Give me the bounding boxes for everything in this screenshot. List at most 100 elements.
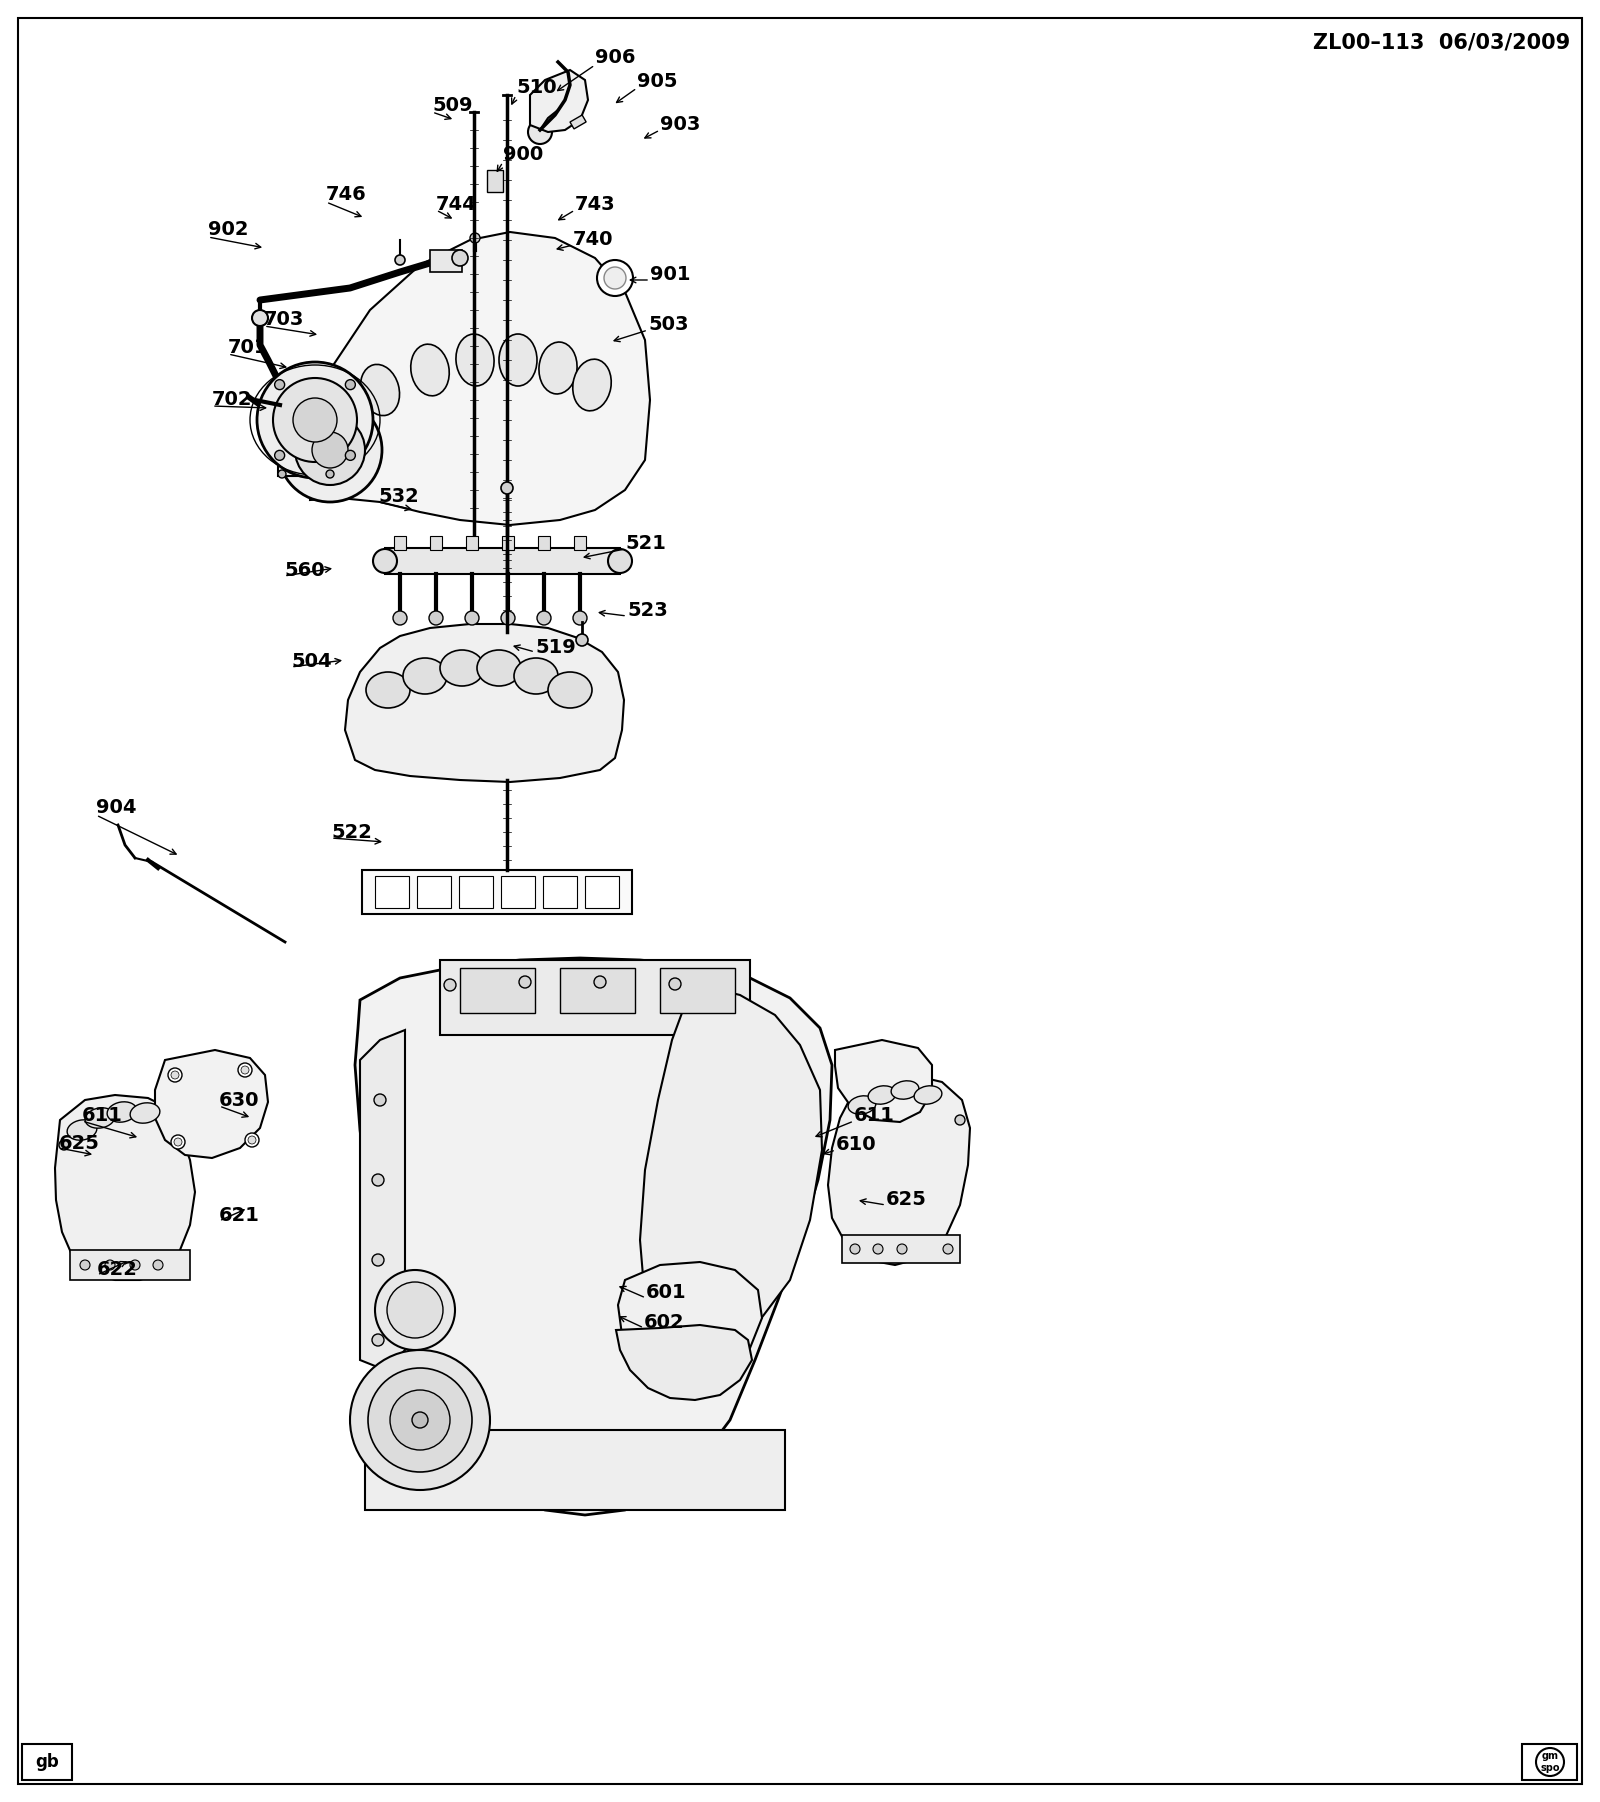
Text: 610: 610 [835, 1135, 877, 1153]
Circle shape [466, 611, 478, 625]
Ellipse shape [456, 333, 494, 386]
Bar [374, 876, 410, 908]
Bar [661, 968, 734, 1013]
Circle shape [528, 121, 552, 144]
Circle shape [955, 1115, 965, 1124]
Circle shape [1536, 1748, 1565, 1777]
Circle shape [942, 1243, 954, 1254]
Circle shape [669, 978, 682, 989]
Text: 703: 703 [264, 310, 304, 330]
Text: gb: gb [35, 1753, 59, 1771]
Polygon shape [54, 1096, 195, 1279]
Circle shape [371, 1333, 384, 1346]
Circle shape [154, 1260, 163, 1270]
Polygon shape [346, 623, 624, 782]
Circle shape [390, 1389, 450, 1451]
Circle shape [605, 267, 626, 288]
Polygon shape [616, 1324, 752, 1400]
Circle shape [394, 611, 406, 625]
Text: 630: 630 [219, 1090, 259, 1110]
Circle shape [898, 1243, 907, 1254]
Text: 740: 740 [573, 231, 613, 249]
Bar [486, 169, 502, 193]
Text: 522: 522 [331, 824, 371, 842]
Circle shape [555, 99, 566, 112]
Ellipse shape [130, 1103, 160, 1123]
Text: 510: 510 [515, 77, 557, 97]
Circle shape [470, 232, 480, 243]
Bar [418, 876, 451, 908]
Text: 503: 503 [648, 315, 688, 333]
Circle shape [368, 1368, 472, 1472]
Text: 625: 625 [59, 1133, 99, 1153]
Circle shape [274, 378, 357, 461]
Text: 743: 743 [574, 195, 616, 214]
Text: 702: 702 [211, 389, 253, 409]
Ellipse shape [360, 364, 400, 416]
Circle shape [245, 1133, 259, 1148]
Bar [542, 876, 578, 908]
Text: ZL00–113  06/03/2009: ZL00–113 06/03/2009 [1312, 32, 1570, 52]
Circle shape [278, 398, 382, 503]
Circle shape [253, 310, 269, 326]
Circle shape [429, 611, 443, 625]
Text: 906: 906 [595, 49, 635, 67]
Text: 701: 701 [229, 339, 269, 357]
Circle shape [238, 1063, 253, 1078]
Text: 905: 905 [637, 72, 677, 90]
Text: 504: 504 [291, 652, 331, 670]
Circle shape [326, 422, 334, 431]
Text: 621: 621 [219, 1206, 259, 1225]
Circle shape [80, 1260, 90, 1270]
Circle shape [387, 1281, 443, 1339]
Bar [461, 968, 534, 1013]
Circle shape [59, 1141, 69, 1150]
Bar [394, 535, 406, 550]
Circle shape [171, 1070, 179, 1079]
Circle shape [371, 1254, 384, 1267]
Text: 560: 560 [285, 560, 325, 580]
Text: 509: 509 [432, 96, 472, 115]
Ellipse shape [547, 672, 592, 708]
Text: 519: 519 [534, 638, 576, 658]
Text: 523: 523 [627, 602, 667, 620]
Text: 901: 901 [650, 265, 691, 285]
Text: 625: 625 [886, 1189, 926, 1209]
Text: 532: 532 [378, 487, 419, 506]
Circle shape [573, 611, 587, 625]
Circle shape [371, 1173, 384, 1186]
Circle shape [171, 1135, 186, 1150]
Circle shape [373, 550, 397, 573]
Bar [502, 535, 514, 550]
Circle shape [501, 481, 514, 494]
Ellipse shape [573, 359, 611, 411]
Polygon shape [155, 1051, 269, 1159]
Ellipse shape [891, 1081, 918, 1099]
Text: 746: 746 [326, 186, 366, 204]
Polygon shape [835, 1040, 931, 1123]
Text: 900: 900 [502, 144, 544, 164]
Ellipse shape [366, 672, 410, 708]
Circle shape [453, 250, 467, 267]
Text: 622: 622 [98, 1260, 138, 1279]
Polygon shape [618, 1261, 762, 1379]
Circle shape [395, 256, 405, 265]
Circle shape [538, 611, 550, 625]
Circle shape [293, 398, 338, 441]
Bar [501, 876, 534, 908]
Circle shape [312, 432, 349, 469]
Circle shape [278, 425, 286, 434]
Bar [278, 425, 334, 476]
Ellipse shape [848, 1096, 875, 1114]
Bar [560, 968, 635, 1013]
Ellipse shape [107, 1101, 138, 1123]
Circle shape [874, 1243, 883, 1254]
Circle shape [597, 259, 634, 296]
Circle shape [106, 1260, 115, 1270]
Text: 611: 611 [854, 1106, 894, 1124]
Bar [430, 535, 442, 550]
Text: 601: 601 [646, 1283, 686, 1303]
Bar [1522, 1744, 1578, 1780]
Circle shape [278, 470, 286, 478]
Circle shape [242, 1067, 250, 1074]
